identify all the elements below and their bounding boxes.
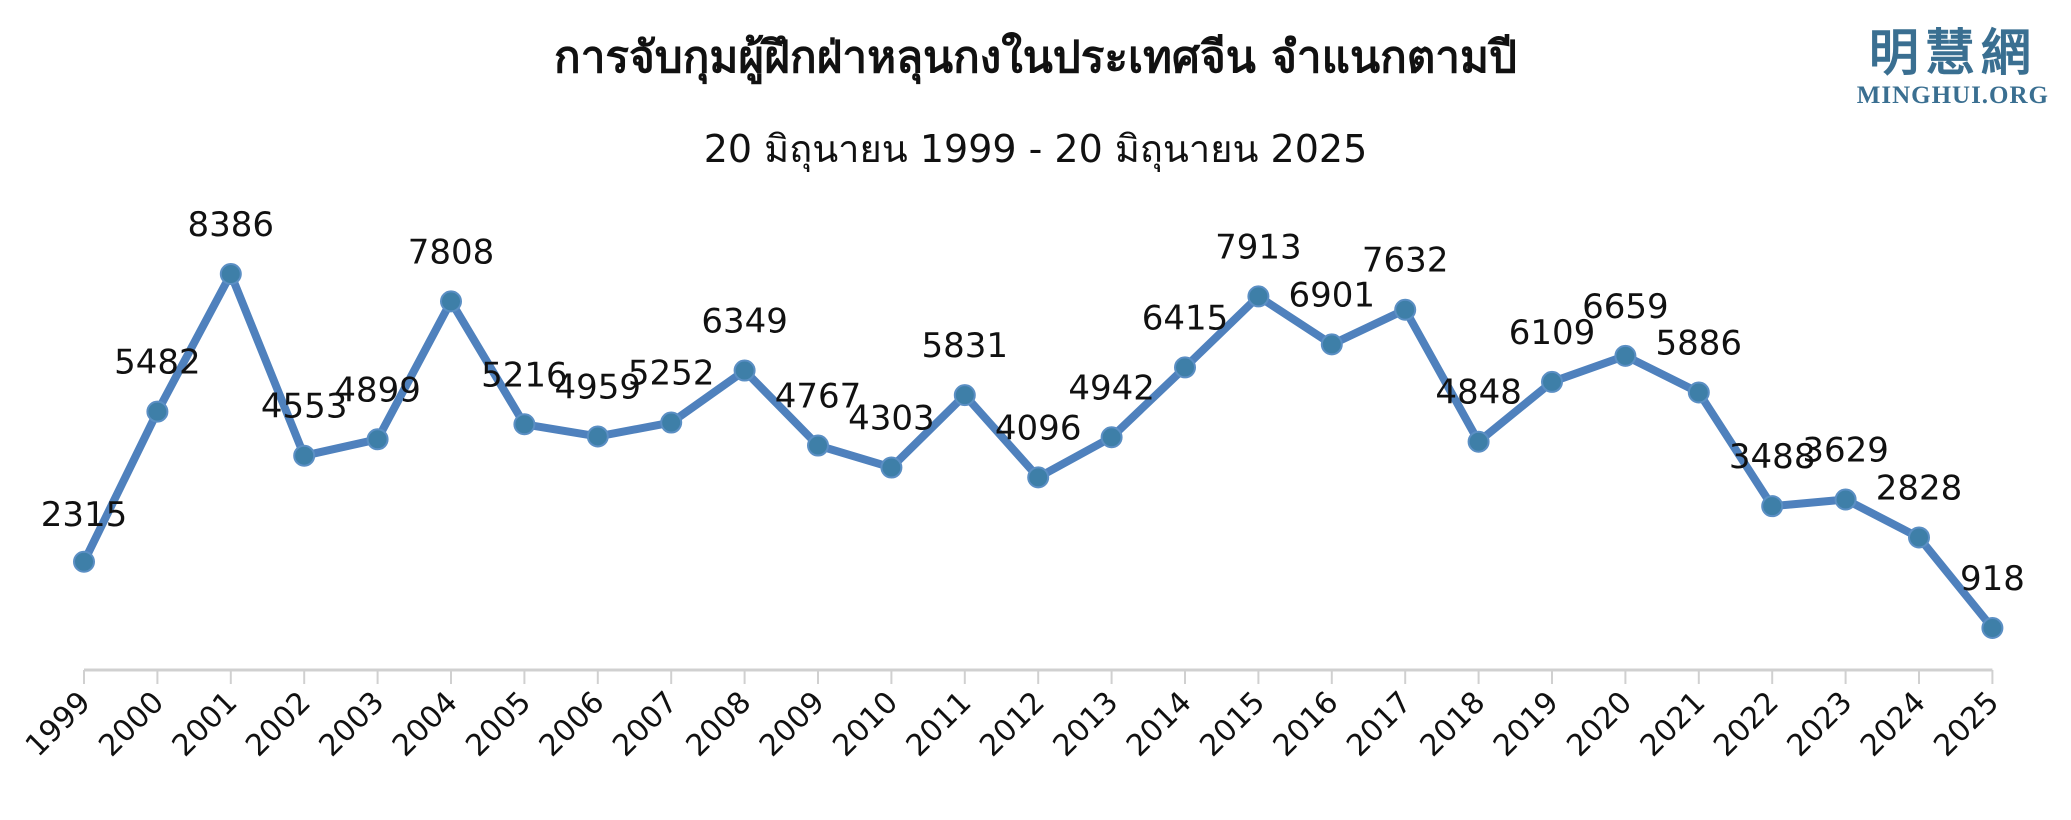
data-point [1687,381,1710,404]
data-label: 4553 [261,387,348,427]
data-label: 3488 [1729,437,1816,477]
data-label: 3629 [1802,430,1889,470]
x-tick-labels: 1999200020012002200320042005200620072008… [19,685,2006,764]
x-tick-label: 2013 [1047,685,1126,764]
data-point [733,359,756,382]
x-tick-label: 1999 [19,685,98,764]
x-tick-label: 2025 [1927,685,2006,764]
x-tick-label: 2017 [1340,685,1419,764]
data-point [73,550,95,573]
data-label: 4848 [1435,373,1522,413]
data-point [1761,495,1784,518]
data-label: 7632 [1362,241,1449,281]
x-tick-label: 2008 [680,685,759,764]
data-point [1320,333,1343,356]
data-point [586,425,609,448]
data-point [1541,370,1563,393]
data-label: 8386 [188,205,275,245]
x-tick-label: 2004 [386,685,465,764]
data-label: 7808 [408,232,495,272]
data-point [366,428,389,451]
data-point [1027,466,1050,489]
x-tick-label: 2015 [1193,685,1272,764]
data-label: 4959 [555,367,642,407]
data-label: 4942 [1068,368,1155,408]
data-point [219,263,242,285]
data-point [1981,617,2004,639]
data-label: 6349 [701,302,788,342]
x-tick-label: 2009 [753,685,832,764]
x-axis [83,668,1994,684]
x-tick-label: 2012 [973,685,1052,764]
data-label: 5831 [922,326,1009,366]
x-tick-label: 2014 [1120,685,1199,764]
data-point [1834,488,1857,511]
data-point [1247,285,1270,308]
x-tick-label: 2023 [1781,685,1860,764]
data-point [953,384,976,407]
x-tick-label: 2022 [1707,685,1786,764]
x-tick-label: 2019 [1487,685,1566,764]
data-point [1394,298,1417,321]
data-points [73,263,2004,639]
logo-latin-text: MINGHUI.ORG [1856,82,2049,109]
x-tick-label: 2007 [606,685,685,764]
data-point [880,456,903,479]
x-tick-label: 2016 [1267,685,1346,764]
data-point [146,400,169,423]
data-label: 6415 [1142,298,1229,338]
data-point [1467,430,1490,453]
x-tick-label: 2003 [313,685,392,764]
x-tick-label: 2010 [826,685,905,764]
data-label: 2315 [41,495,128,535]
data-label: 6109 [1509,313,1596,353]
data-point [1174,356,1196,379]
data-label: 4767 [775,377,862,417]
data-point [807,434,829,457]
x-tick-label: 2021 [1634,685,1713,764]
data-point [660,411,683,434]
data-label: 918 [1960,559,2025,599]
data-label: 6659 [1582,287,1669,327]
data-label: 5216 [481,355,568,395]
data-label: 4096 [995,408,1082,448]
data-label: 6901 [1289,275,1376,315]
x-tick-label: 2006 [533,685,612,764]
chart-subtitle: 20 มิถุนายน 1999 - 20 มิถุนายน 2025 [703,127,1368,171]
chart-title: การจับกุมผู้ฝึกฝ่าหลุนกงในประเทศจีน จำแน… [554,32,1517,83]
x-tick-label: 2000 [92,685,171,764]
data-point [1100,426,1123,449]
data-point [513,413,536,436]
data-label: 4303 [848,399,935,439]
data-point [440,290,462,313]
data-point [1908,526,1930,549]
x-tick-label: 2024 [1854,685,1933,764]
x-tick-label: 2001 [166,685,245,764]
x-tick-label: 2002 [239,685,318,764]
minghui-logo: 明慧網 MINGHUI.ORG [1857,24,2049,110]
data-label: 5886 [1656,324,1743,364]
x-tick-label: 2011 [900,685,979,764]
data-point [1614,344,1637,367]
data-label: 5252 [628,354,715,394]
x-tick-label: 2020 [1560,685,1639,764]
logo-cjk-text: 明慧網 [1868,23,2037,82]
data-label: 7913 [1215,227,1302,267]
x-tick-label: 2005 [459,685,538,764]
data-label: 4899 [334,370,421,410]
x-tick-label: 2018 [1414,685,1493,764]
data-label: 5482 [114,343,201,383]
data-label: 2828 [1876,468,1963,508]
data-point [293,444,316,467]
